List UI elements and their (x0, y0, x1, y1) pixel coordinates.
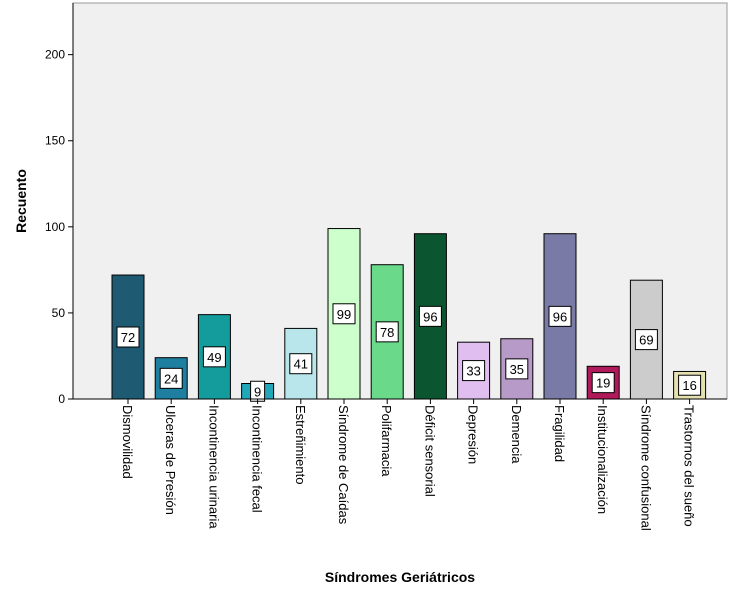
x-category-label: Estreñimiento (293, 405, 308, 484)
data-label-text: 35 (510, 362, 524, 377)
data-label-text: 69 (639, 333, 653, 348)
data-label-text: 72 (121, 330, 135, 345)
data-label: 96 (418, 305, 442, 327)
data-label-text: 9 (254, 384, 261, 399)
data-label: 33 (462, 360, 486, 382)
data-label-box (678, 374, 702, 396)
x-axis-title: Síndromes Geriátricos (325, 569, 475, 585)
data-label: 96 (548, 305, 572, 327)
y-tick-label: 150 (45, 134, 65, 148)
data-label-text: 41 (294, 357, 308, 372)
data-label-box (159, 367, 183, 389)
data-label: 49 (202, 346, 226, 368)
x-category-label: Incontinencia urinaria (206, 405, 221, 529)
data-label-text: 49 (207, 350, 221, 365)
data-label-box (591, 372, 615, 394)
data-label-box (289, 353, 313, 375)
y-tick-label: 200 (45, 48, 65, 62)
data-label-text: 33 (466, 364, 480, 379)
data-label-box (116, 326, 140, 348)
data-label: 35 (505, 358, 529, 380)
data-label: 19 (591, 372, 615, 394)
y-axis-title: Recuento (13, 169, 29, 233)
x-category-label: Fragilidad (552, 405, 567, 462)
data-label: 16 (678, 374, 702, 396)
x-category-label: Polifarmacia (379, 405, 394, 477)
data-label-box (462, 360, 486, 382)
data-label: 24 (159, 367, 183, 389)
data-label-box (548, 305, 572, 327)
data-label: 9 (250, 380, 266, 402)
x-category-label: Trastornos del sueño (682, 405, 697, 527)
data-label: 69 (634, 329, 658, 351)
x-category-label: Síndrome confusional (638, 405, 653, 531)
data-label: 72 (116, 326, 140, 348)
data-label-text: 96 (423, 309, 437, 324)
data-label-box (375, 321, 399, 343)
data-label-box (505, 358, 529, 380)
x-category-label: Déficit sensorial (422, 405, 437, 497)
y-ticks-layer: 0 50 100 150 200 (45, 48, 73, 406)
y-tick-label: 0 (58, 392, 65, 406)
data-label-text: 19 (596, 376, 610, 391)
x-category-label: Síndrome de Caídas (336, 405, 351, 525)
data-labels-layer: 72 24 49 9 41 99 78 96 33 35 96 19 69 16 (116, 303, 702, 402)
data-label-box (332, 303, 356, 325)
x-category-label: Incontinencia fecal (250, 405, 265, 513)
data-label-box (418, 305, 442, 327)
data-label-text: 24 (164, 371, 178, 386)
data-label-text: 16 (682, 378, 696, 393)
x-category-label: Demencia (509, 405, 524, 464)
x-category-label: Ulceras de Presión (163, 405, 178, 515)
data-label: 41 (289, 353, 313, 375)
x-category-labels-layer: Dismovilidad Ulceras de Presión Incontinen… (120, 399, 697, 531)
y-tick-label: 50 (52, 306, 66, 320)
data-label-text: 78 (380, 325, 394, 340)
x-category-label: Dismovilidad (120, 405, 135, 479)
data-label-text: 99 (337, 307, 351, 322)
y-tick-label: 100 (45, 220, 65, 234)
x-category-label: Institucionalización (595, 405, 610, 514)
data-label-box (634, 329, 658, 351)
x-category-label: Depresión (466, 405, 481, 464)
data-label: 78 (375, 321, 399, 343)
data-label-box (202, 346, 226, 368)
data-label: 99 (332, 303, 356, 325)
data-label-text: 96 (553, 309, 567, 324)
